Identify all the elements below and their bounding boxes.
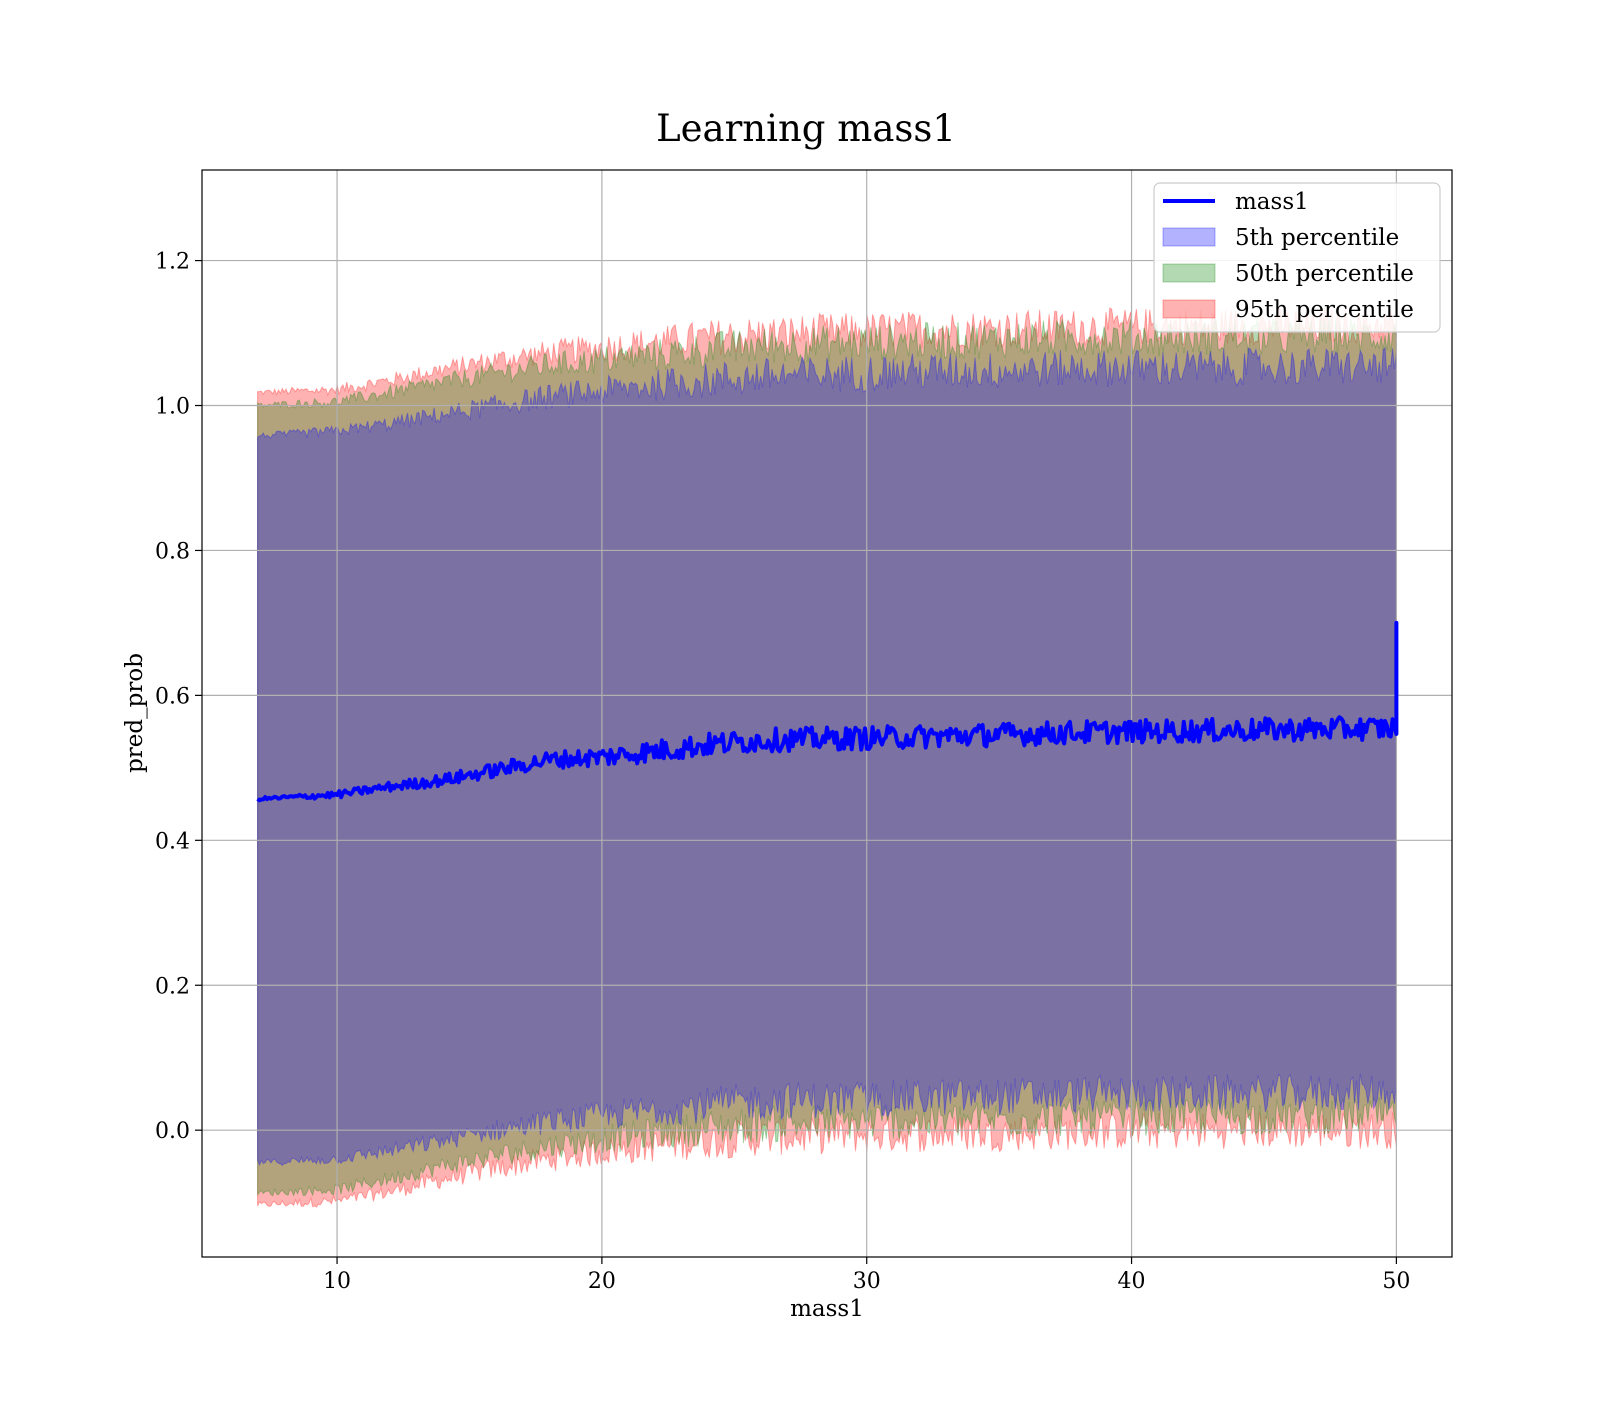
- x-tick-label-2: 30: [853, 1269, 881, 1294]
- legend-label-50th-percentile: 50th percentile: [1235, 261, 1414, 287]
- legend-swatch-50th-percentile: [1162, 263, 1216, 283]
- y-axis-label: pred_prob: [122, 653, 148, 773]
- y-tick-label-4: 0.8: [155, 539, 190, 564]
- x-axis-label: mass1: [790, 1296, 864, 1322]
- percentile-bands: [257, 306, 1397, 1208]
- legend-label-95th-percentile: 95th percentile: [1235, 297, 1414, 323]
- legend-label-5th-percentile: 5th percentile: [1235, 225, 1399, 251]
- x-axis-ticks: 10 20 30 40 50: [323, 1257, 1410, 1294]
- legend-label-mass1: mass1: [1235, 189, 1309, 215]
- series-line-layer: [256, 620, 1399, 803]
- x-tick-label-3: 40: [1118, 1269, 1146, 1294]
- legend-frame: [1153, 182, 1441, 333]
- grid-lines: [202, 170, 1452, 1257]
- plot-background: [202, 170, 1452, 1257]
- x-tick-label-0: 10: [323, 1269, 351, 1294]
- y-tick-label-1: 0.2: [155, 974, 190, 999]
- band-5th-percentile: [257, 346, 1397, 1167]
- legend-swatch-95th-percentile: [1162, 299, 1216, 319]
- y-tick-label-0: 0.0: [155, 1119, 190, 1144]
- plot-area: [201, 169, 1453, 1258]
- y-tick-label-2: 0.4: [155, 829, 190, 854]
- legend: mass1 5th percentile 50th percentile 95t…: [1153, 182, 1441, 333]
- series-line-mass1: [256, 620, 1399, 803]
- y-axis-ticks: 0.0 0.2 0.4 0.6 0.8 1.0 1.2: [155, 250, 202, 1144]
- legend-swatch-5th-percentile: [1162, 227, 1216, 247]
- y-tick-label-6: 1.2: [155, 250, 190, 275]
- y-tick-label-5: 1.0: [155, 395, 190, 420]
- plot-frame: [201, 169, 1453, 1258]
- x-tick-label-4: 50: [1382, 1269, 1410, 1294]
- y-tick-label-3: 0.6: [155, 684, 190, 709]
- chart-title: Learning mass1: [656, 107, 956, 150]
- x-tick-label-1: 20: [588, 1269, 616, 1294]
